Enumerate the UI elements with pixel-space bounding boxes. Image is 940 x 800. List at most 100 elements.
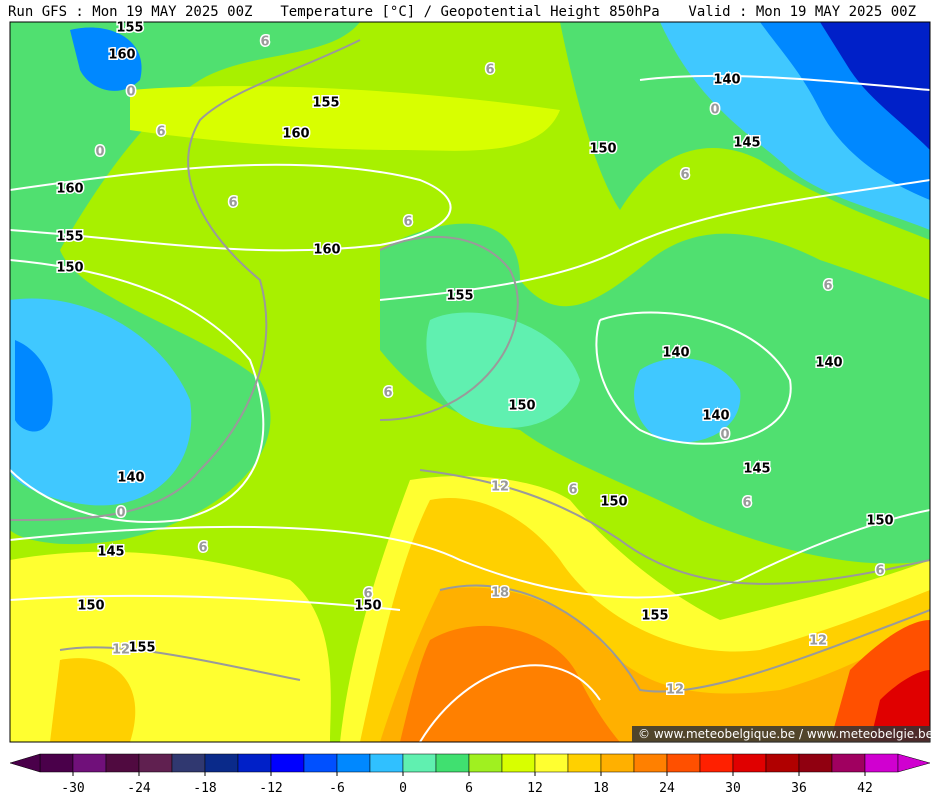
- temperature-label: 6: [875, 564, 884, 579]
- height-label: 160: [108, 48, 135, 63]
- height-label: 150: [508, 399, 535, 414]
- colorbar-bin: [270, 753, 305, 773]
- height-label: 150: [866, 514, 893, 529]
- field-gold: [50, 658, 136, 742]
- height-label: 150: [600, 495, 627, 510]
- colorbar-bin: [831, 753, 866, 773]
- colorbar-bin: [303, 753, 338, 773]
- height-label: 150: [56, 261, 83, 276]
- colorbar-tick-label: -6: [329, 781, 345, 796]
- temperature-label: 6: [680, 168, 689, 183]
- temperature-label: 6: [260, 35, 269, 50]
- height-label: 160: [282, 127, 309, 142]
- colorbar-bin: [666, 753, 701, 773]
- watermark: © www.meteobelgique.be / www.meteobelgie…: [638, 727, 933, 741]
- colorbar-bin: [864, 753, 899, 773]
- colorbar-tick-label: -30: [61, 781, 84, 796]
- colorbar-bin: [468, 753, 503, 773]
- colorbar-bin: [600, 753, 635, 773]
- height-label: 145: [97, 545, 124, 560]
- map-title: Temperature [°C] / Geopotential Height 8…: [280, 4, 659, 20]
- field-cyan: [634, 358, 741, 443]
- height-contours: [10, 74, 930, 742]
- height-label: 145: [743, 462, 770, 477]
- temperature-label: 0: [95, 145, 104, 160]
- colorbar-arrow: [897, 753, 931, 773]
- field-blue: [70, 27, 142, 91]
- height-label: 150: [589, 142, 616, 157]
- height-label: 155: [116, 21, 143, 36]
- temperature-label: 6: [568, 483, 577, 498]
- temperature-label: 12: [666, 683, 684, 698]
- height-label: 145: [733, 136, 760, 151]
- temperature-label: 6: [363, 587, 372, 602]
- colorbar-bin: [171, 753, 206, 773]
- colorbar-tick-label: 42: [857, 781, 873, 796]
- colorbar-bin: [204, 753, 239, 773]
- temperature-label: 0: [116, 506, 125, 521]
- colorbar-arrow: [9, 753, 41, 773]
- map-field: [10, 22, 930, 742]
- colorbar-tick-label: 24: [659, 781, 675, 796]
- field-cyan: [10, 298, 192, 506]
- valid-info: Valid : Mon 19 MAY 2025 00Z: [688, 4, 916, 20]
- colorbar-tick-label: -12: [259, 781, 282, 796]
- colorbar-bin: [336, 753, 371, 773]
- colorbar-tick-label: 0: [399, 781, 407, 796]
- field-darkorange: [400, 625, 620, 742]
- temperature-label: 0: [720, 428, 729, 443]
- height-label: 150: [77, 599, 104, 614]
- height-label: 140: [662, 346, 689, 361]
- height-label: 155: [128, 641, 155, 656]
- temperature-label: 6: [823, 279, 832, 294]
- colorbar-bin: [72, 753, 107, 773]
- colorbar-tick-label: 30: [725, 781, 741, 796]
- temperature-label: 6: [383, 386, 392, 401]
- colorbar-tick-label: -18: [193, 781, 216, 796]
- colorbar-bin: [534, 753, 569, 773]
- temperature-label: 6: [156, 125, 165, 140]
- colorbar-bin: [138, 753, 173, 773]
- temperature-label: 12: [491, 480, 509, 495]
- height-label: 140: [713, 73, 740, 88]
- temperature-label: 0: [126, 85, 135, 100]
- colorbar-bin: [633, 753, 668, 773]
- colorbar-bin: [105, 753, 140, 773]
- temperature-label: 12: [809, 634, 827, 649]
- temperature-label: 6: [485, 63, 494, 78]
- temperature-label: 6: [198, 541, 207, 556]
- height-label: 150: [354, 599, 381, 614]
- colorbar-bin: [39, 753, 74, 773]
- colorbar-tick-label: 12: [527, 781, 543, 796]
- colorbar-bin: [369, 753, 404, 773]
- temperature-label: 18: [491, 586, 509, 601]
- colorbar-bin: [567, 753, 602, 773]
- colorbar-bin: [402, 753, 437, 773]
- height-label: 160: [56, 182, 83, 197]
- colorbar: -30 -24 -18 -12 -6 0 6 12 18 24 30 36 42: [9, 753, 931, 796]
- temperature-label: 6: [403, 215, 412, 230]
- colorbar-tick-label: 18: [593, 781, 609, 796]
- watermark-bg: [632, 726, 930, 742]
- height-label: 140: [702, 409, 729, 424]
- colorbar-tick-label: 36: [791, 781, 807, 796]
- height-label: 155: [56, 230, 83, 245]
- field-teal: [426, 312, 580, 428]
- height-label: 155: [641, 609, 668, 624]
- height-label: 140: [117, 471, 144, 486]
- colorbar-tick-label: 6: [465, 781, 473, 796]
- temperature-label: 6: [228, 196, 237, 211]
- temperature-contours: [10, 39, 930, 693]
- field-darkred: [870, 670, 930, 742]
- run-info: Run GFS : Mon 19 MAY 2025 00Z: [8, 4, 252, 20]
- colorbar-bin: [765, 753, 800, 773]
- colorbar-bin: [237, 753, 272, 773]
- colorbar-bin: [798, 753, 833, 773]
- colorbar-bin: [501, 753, 536, 773]
- colorbar-bin: [435, 753, 470, 773]
- temperature-label: 12: [112, 643, 130, 658]
- colorbar-bin: [699, 753, 734, 773]
- colorbar-tick-label: -24: [127, 781, 151, 796]
- field-blue: [15, 340, 53, 432]
